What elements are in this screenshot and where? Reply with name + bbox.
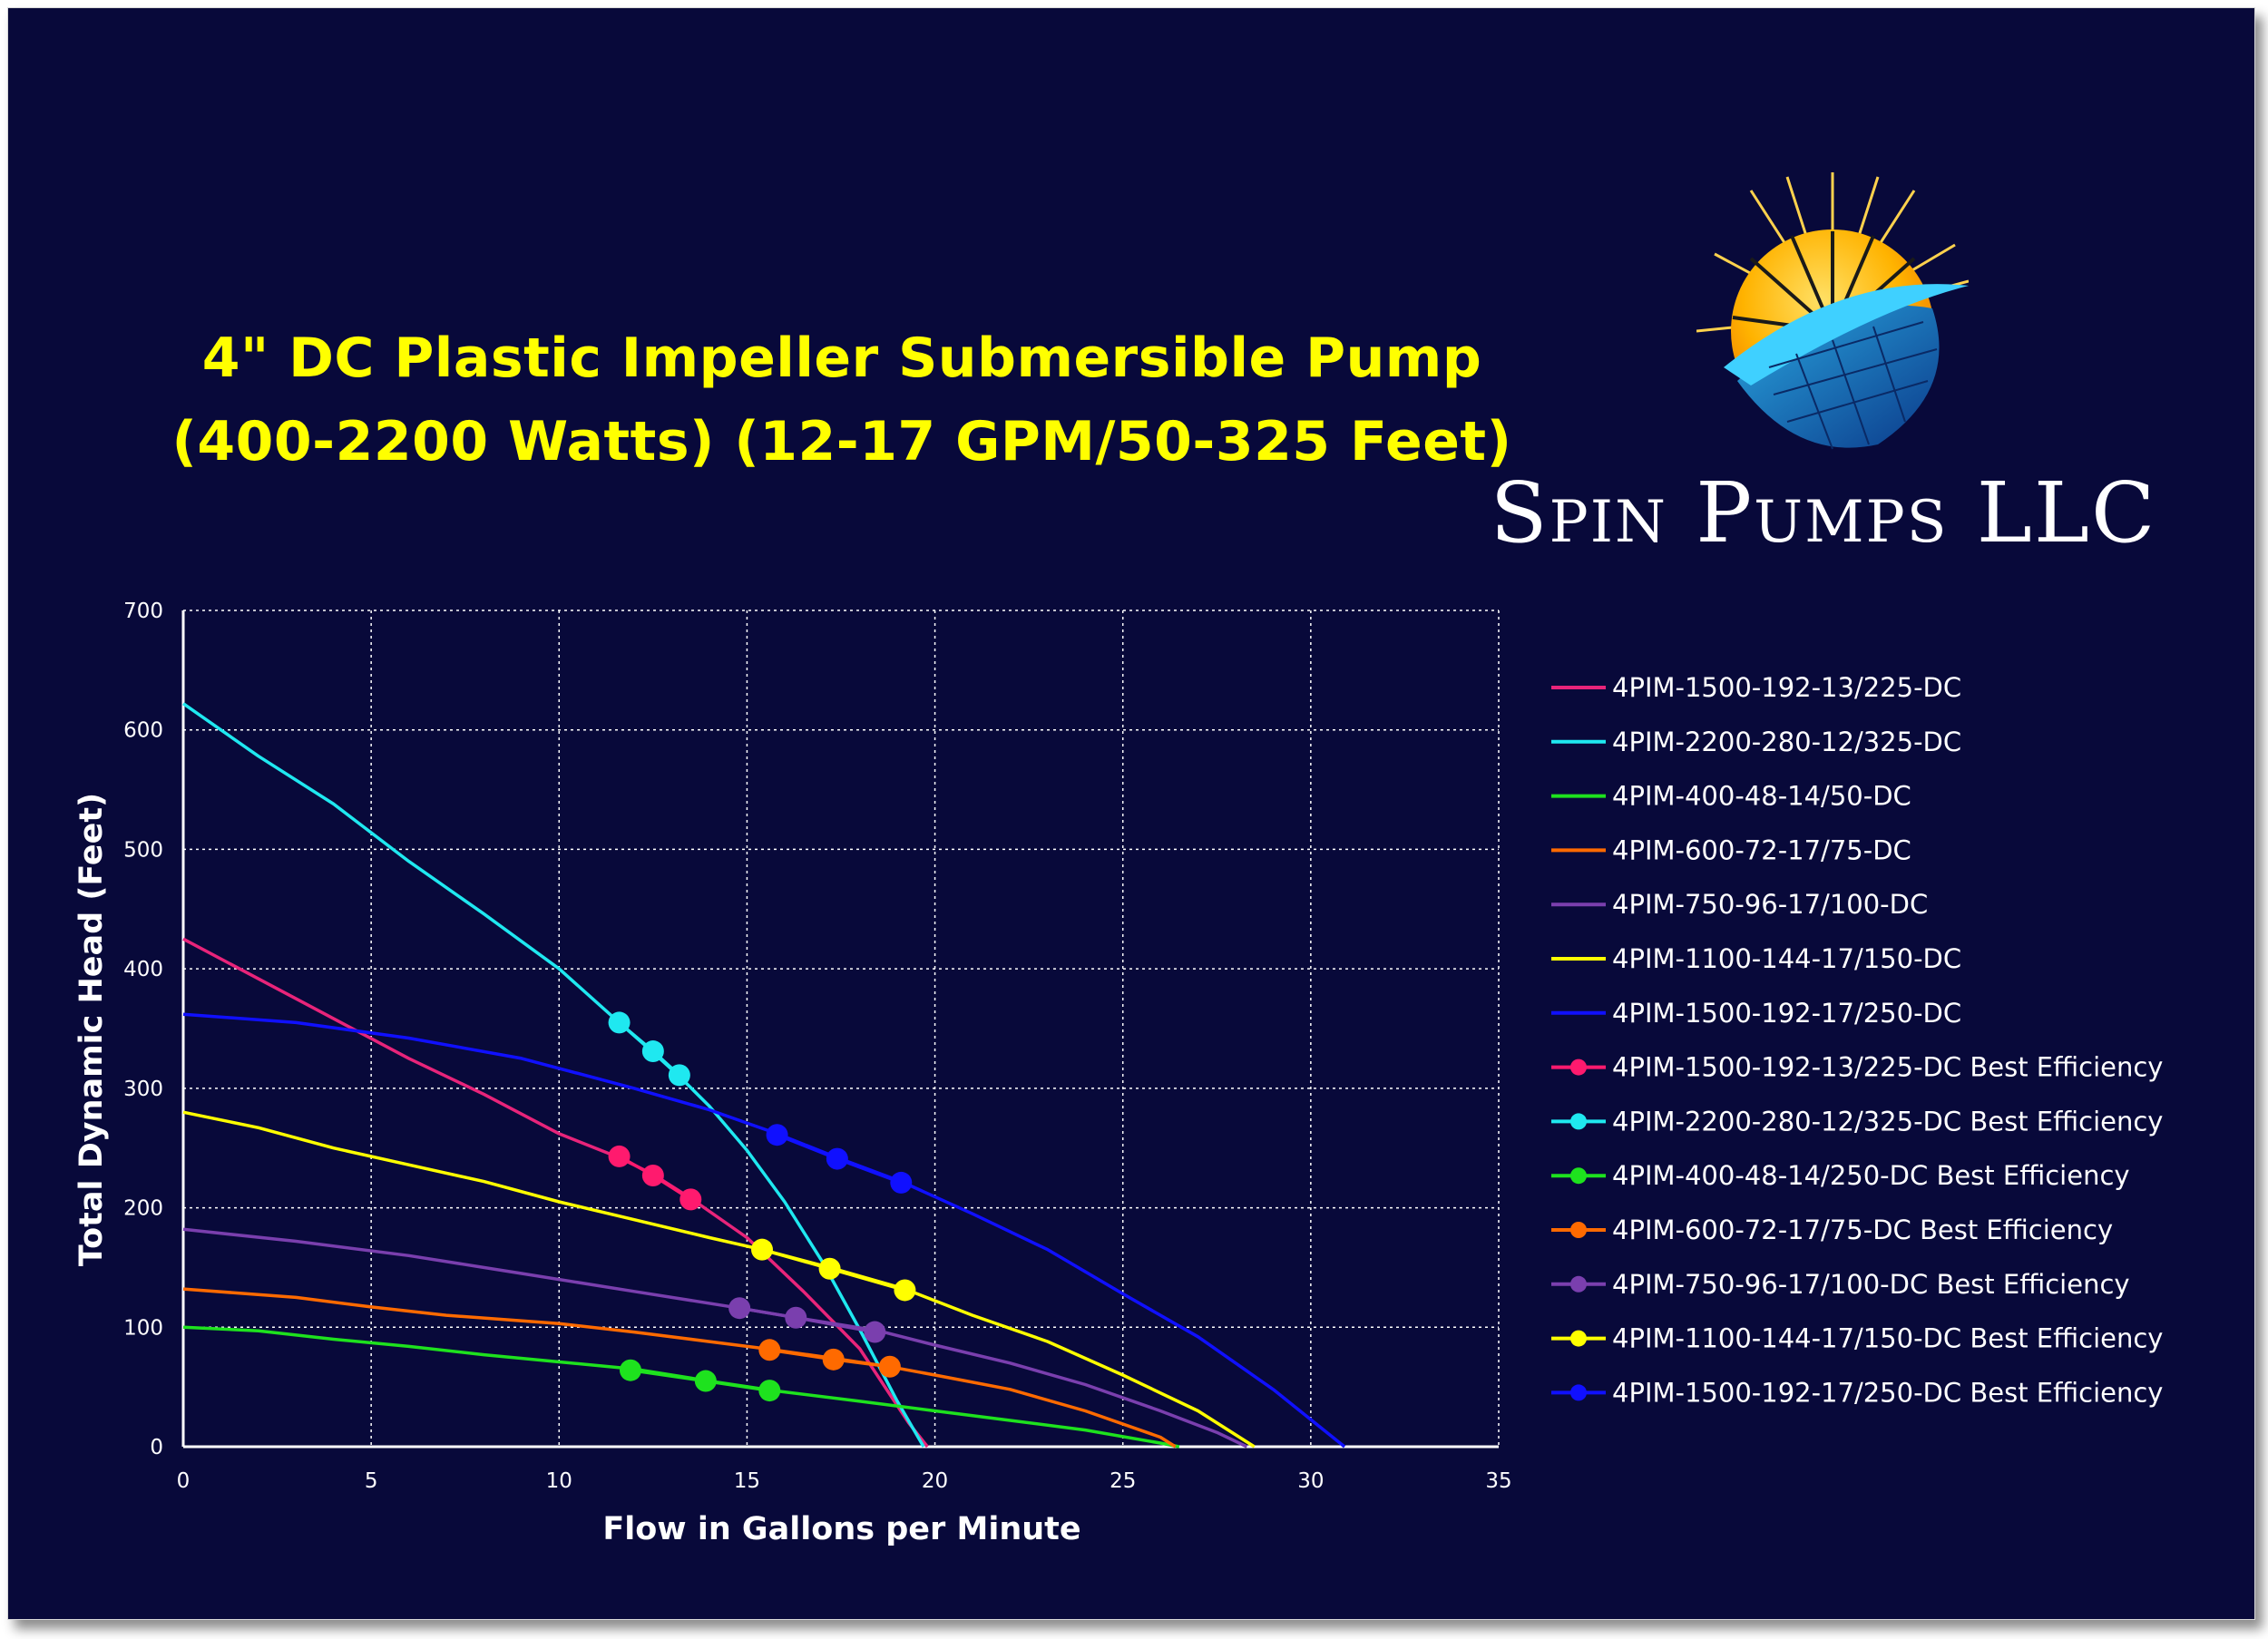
legend: 4PIM-1500-192-13/225-DC 4PIM-2200-280-12/… <box>1551 672 2163 1408</box>
best-efficiency-point <box>668 1064 690 1087</box>
best-efficiency-point <box>608 1145 631 1167</box>
best-efficiency-point <box>894 1279 916 1302</box>
y-tick-label: 0 <box>150 1436 163 1459</box>
best-efficiency-point <box>822 1348 845 1371</box>
axes <box>181 610 1499 1449</box>
best-efficiency-point <box>878 1355 901 1378</box>
best-efficiency-point <box>751 1238 773 1261</box>
legend-marker <box>1570 1167 1587 1185</box>
legend-label: 4PIM-750-96-17/100-DC <box>1612 889 1928 920</box>
legend-label: 4PIM-1100-144-17/150-DC Best Efficiency <box>1612 1323 2163 1354</box>
y-tick-label: 600 <box>123 719 163 743</box>
legend-marker <box>1570 1330 1587 1347</box>
y-tick-label: 100 <box>123 1316 163 1340</box>
legend-label: 4PIM-600-72-17/75-DC <box>1612 834 1911 865</box>
legend-label: 4PIM-600-72-17/75-DC Best Efficiency <box>1612 1215 2113 1245</box>
legend-marker <box>1570 1059 1587 1076</box>
best-efficiency-point <box>694 1370 717 1392</box>
legend-label: 4PIM-400-48-14/250-DC Best Efficiency <box>1612 1160 2130 1191</box>
legend-label: 4PIM-1500-192-17/250-DC Best Efficiency <box>1612 1377 2163 1408</box>
legend-label: 4PIM-2200-280-12/325-DC <box>1612 727 1961 757</box>
series-line <box>182 1325 1180 1449</box>
y-tick-label: 400 <box>123 958 163 981</box>
legend-marker <box>1570 1222 1587 1238</box>
x-axis-title: Flow in Gallons per Minute <box>602 1511 1080 1547</box>
brand-name: Spin Pumps LLC <box>1490 464 2157 561</box>
y-tick-label: 300 <box>123 1078 163 1101</box>
best-efficiency-point <box>758 1380 781 1402</box>
x-tick-label: 10 <box>546 1469 572 1493</box>
legend-marker <box>1570 1113 1587 1130</box>
x-tick-label: 30 <box>1297 1469 1324 1493</box>
best-efficiency-point <box>679 1188 702 1211</box>
best-efficiency-point <box>758 1339 781 1361</box>
legend-label: 4PIM-1500-192-13/225-DC <box>1612 672 1961 703</box>
best-efficiency-point <box>766 1124 788 1146</box>
chart-title-line-1: 4" DC Plastic Impeller Submersible Pump <box>201 327 1482 390</box>
legend-label: 4PIM-400-48-14/50-DC <box>1612 781 1911 812</box>
series <box>181 702 1346 1449</box>
best-efficiency-point <box>826 1147 848 1170</box>
legend-marker <box>1570 1384 1587 1401</box>
best-efficiency-point <box>728 1297 751 1320</box>
chart-title-line-2: (400-2200 Watts) (12-17 GPM/50-325 Feet) <box>171 410 1512 473</box>
best-efficiency-point <box>641 1165 664 1187</box>
y-tick-label: 200 <box>123 1197 163 1221</box>
best-efficiency-point <box>620 1359 641 1381</box>
best-efficiency-point <box>890 1171 913 1194</box>
series-line <box>182 937 929 1449</box>
x-tick-label: 20 <box>922 1469 948 1493</box>
best-efficiency-point <box>785 1306 807 1329</box>
series-line <box>182 1110 1256 1449</box>
x-tick-label: 15 <box>734 1469 760 1493</box>
x-tick-label: 35 <box>1485 1469 1511 1493</box>
legend-label: 4PIM-2200-280-12/325-DC Best Efficiency <box>1612 1106 2163 1137</box>
tick-labels: 0 5 10 15 20 25 30 35 0 100 200 300 400 500 600 700 <box>123 600 1512 1493</box>
best-efficiency-point <box>608 1011 631 1034</box>
series-line <box>182 1227 1248 1449</box>
best-efficiency-point <box>641 1040 664 1063</box>
sun-solar-panel-logo-icon <box>1696 172 1969 450</box>
grid <box>183 610 1500 1447</box>
best-efficiency-point <box>864 1321 886 1343</box>
x-tick-label: 5 <box>365 1469 378 1493</box>
legend-label: 4PIM-1100-144-17/150-DC <box>1612 943 1961 974</box>
legend-label: 4PIM-750-96-17/100-DC Best Efficiency <box>1612 1269 2130 1300</box>
y-axis-title: Total Dynamic Head (Feet) <box>73 793 110 1266</box>
legend-label: 4PIM-1500-192-17/250-DC <box>1612 998 1961 1029</box>
x-tick-label: 25 <box>1110 1469 1136 1493</box>
y-tick-label: 500 <box>123 838 163 862</box>
x-tick-label: 0 <box>177 1469 191 1493</box>
best-efficiency-point <box>818 1257 841 1280</box>
legend-label: 4PIM-1500-192-13/225-DC Best Efficiency <box>1612 1052 2163 1083</box>
legend-marker <box>1570 1275 1587 1293</box>
y-tick-label: 700 <box>123 600 163 623</box>
